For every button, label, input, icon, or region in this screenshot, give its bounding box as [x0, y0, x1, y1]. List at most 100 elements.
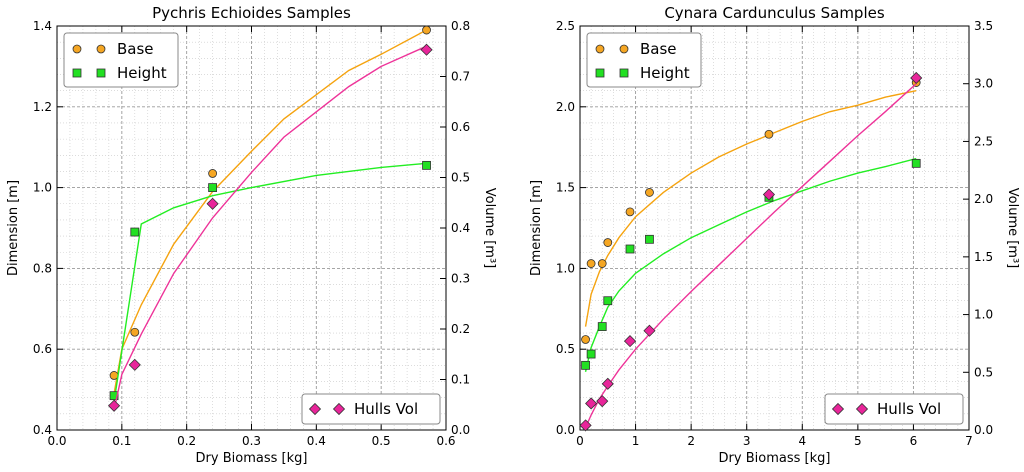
- fit-line: [113, 29, 427, 394]
- y-right-tick-label: 0.0: [451, 423, 470, 437]
- legend-box: [63, 32, 179, 88]
- legend-marker: [619, 44, 629, 54]
- fit-line: [113, 45, 427, 410]
- y-right-tick-label: 1.5: [974, 250, 993, 264]
- x-tick-label: 0.0: [47, 434, 66, 448]
- data-point: [586, 259, 596, 268]
- data-point: [109, 371, 119, 380]
- series-hulls-vol: [579, 71, 923, 432]
- series-height: [581, 157, 921, 372]
- x-tick-label: 0.1: [112, 434, 131, 448]
- data-point: [764, 129, 774, 139]
- data-point: [596, 395, 609, 408]
- y-left-tick-label: 0.5: [556, 342, 575, 356]
- data-point: [910, 71, 923, 85]
- y-right-tick-label: 0.2: [451, 322, 470, 336]
- legend-label: Base: [117, 40, 154, 58]
- data-point: [625, 244, 635, 254]
- legend-marker: [72, 68, 82, 78]
- y-left-tick-label: 0.8: [33, 261, 52, 275]
- data-point: [643, 324, 656, 337]
- data-point: [208, 169, 218, 178]
- legend-label: Hulls Vol: [354, 400, 418, 418]
- legend-lower: Hulls Vol: [301, 393, 441, 425]
- y-left-tick-label: 0.0: [556, 423, 575, 437]
- legend-marker: [308, 402, 322, 416]
- data-point: [597, 259, 607, 268]
- x-tick-label: 5: [854, 434, 862, 448]
- data-point: [130, 327, 140, 337]
- y-right-axis-label: Volume [m³]: [482, 188, 497, 269]
- legend-marker: [595, 68, 605, 78]
- data-point: [107, 399, 121, 412]
- y-right-tick-label: 3.5: [974, 19, 993, 33]
- series-hulls-vol: [107, 43, 433, 412]
- y-right-tick-label: 2.0: [974, 192, 993, 206]
- data-point: [130, 227, 140, 237]
- series-base: [581, 78, 921, 344]
- legend-marker: [855, 402, 869, 416]
- fit-line: [584, 157, 917, 372]
- y-left-tick-label: 2.5: [556, 19, 575, 33]
- x-tick-label: 0.5: [372, 434, 391, 448]
- data-point: [597, 322, 607, 331]
- data-point: [422, 160, 431, 170]
- data-point: [585, 397, 598, 410]
- x-axis-label: Dry Biomass [kg]: [719, 451, 831, 466]
- y-right-tick-label: 0.6: [451, 120, 470, 134]
- data-point: [762, 188, 776, 201]
- legend-marker: [831, 402, 845, 416]
- y-right-tick-label: 0.5: [451, 171, 470, 185]
- data-point: [603, 238, 613, 247]
- y-right-tick-label: 0.3: [451, 272, 470, 286]
- legend-upper: Base Height: [63, 32, 179, 88]
- series-base: [109, 25, 431, 394]
- y-left-tick-label: 1.0: [33, 181, 52, 195]
- data-point: [603, 296, 613, 306]
- data-point: [128, 358, 141, 371]
- data-point: [581, 335, 590, 344]
- y-left-tick-label: 1.0: [556, 261, 575, 275]
- x-tick-label: 0: [576, 434, 584, 448]
- fit-line: [584, 83, 917, 428]
- x-tick-label: 0.6: [436, 434, 455, 448]
- y-right-tick-label: 1.0: [974, 308, 993, 322]
- legend-marker: [96, 68, 106, 78]
- x-tick-label: 7: [965, 434, 973, 448]
- data-point: [422, 25, 431, 35]
- x-tick-label: 4: [798, 434, 806, 448]
- x-tick-label: 1: [632, 434, 640, 448]
- x-axis-label: Dry Biomass [kg]: [196, 451, 308, 466]
- data-point: [625, 207, 635, 217]
- legend-label: Base: [640, 40, 677, 58]
- y-right-tick-label: 0.7: [451, 70, 470, 84]
- y-right-tick-label: 0.8: [451, 19, 470, 33]
- legend-upper: Base Height: [586, 32, 702, 88]
- x-tick-label: 6: [910, 434, 918, 448]
- chart-title: Cynara Cardunculus Samples: [664, 4, 885, 22]
- y-left-axis-label: Dimension [m]: [6, 180, 21, 276]
- legend-box: [301, 393, 441, 425]
- x-tick-label: 0.2: [177, 434, 196, 448]
- legend-label: Hulls Vol: [877, 400, 941, 418]
- legend-marker: [619, 68, 629, 78]
- y-left-tick-label: 1.5: [556, 181, 575, 195]
- data-point: [581, 360, 590, 370]
- y-left-axis-label: Dimension [m]: [529, 180, 544, 276]
- data-point: [911, 158, 921, 168]
- legend-box: [586, 32, 702, 88]
- right-chart: 0 1 2 3 4 5 6 70.00.51.01.52.02.50.00.51.01.52.…: [529, 4, 1020, 466]
- data-point: [645, 188, 654, 197]
- y-left-tick-label: 0.6: [33, 342, 52, 356]
- y-left-tick-label: 1.4: [33, 19, 52, 33]
- x-tick-label: 2: [687, 434, 695, 448]
- y-left-tick-label: 2.0: [556, 100, 575, 114]
- legend-marker: [72, 44, 82, 54]
- x-tick-label: 3: [743, 434, 751, 448]
- data-point: [601, 377, 614, 390]
- data-point: [623, 335, 637, 348]
- data-point: [579, 419, 592, 432]
- data-point: [586, 349, 596, 359]
- y-right-axis-label: Volume [m³]: [1005, 188, 1020, 269]
